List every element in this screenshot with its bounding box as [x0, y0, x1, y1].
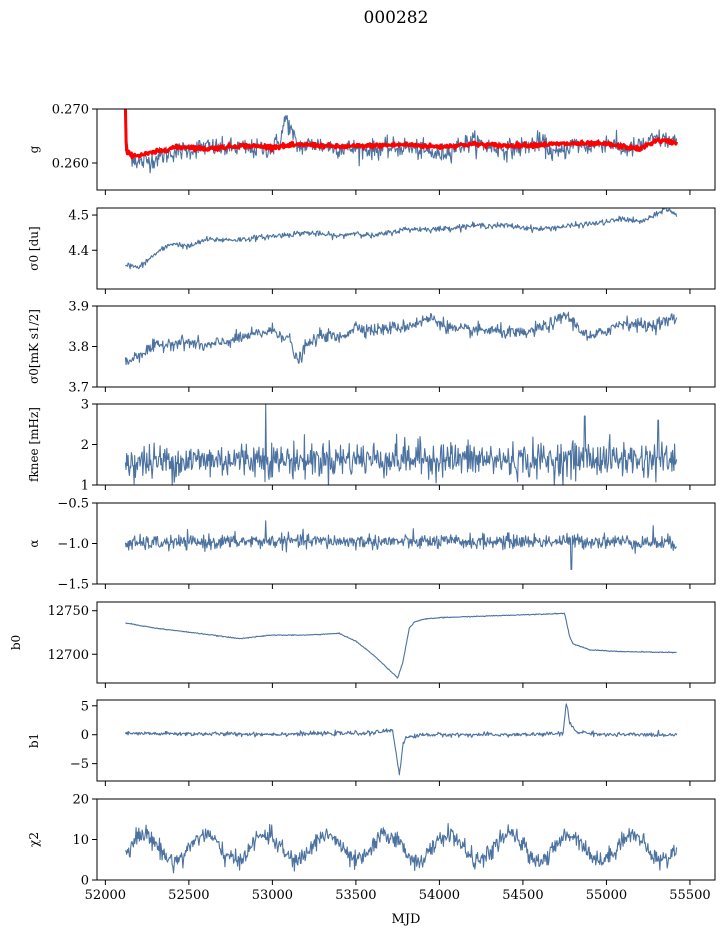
ylabel-b0: b0	[9, 635, 23, 650]
series-line-fknee-0	[124, 404, 678, 485]
xtick-label-2: 53000	[252, 888, 293, 903]
ylabel-chi2: χ2	[27, 832, 41, 847]
panel-sigma0_du: 4.4 4.5 σ0 [du]	[27, 207, 716, 294]
panel-chi2: 0 10 20 χ2 52000 52500 53000 53500 54000 54500 550…	[27, 793, 716, 903]
panel-b0: 12700 12750 b0	[9, 601, 716, 688]
panel-fknee: 1 2 3 fknee [mHz]	[27, 398, 716, 494]
xtick-label-1: 52500	[168, 888, 209, 903]
ylabel-alpha: α	[27, 539, 41, 547]
ytick-label-b1-0: −5	[70, 757, 89, 772]
ytick-label-chi2-2: 20	[72, 793, 89, 808]
ytick-label-sigma0_du-0: 4.4	[68, 244, 89, 259]
figure-title: 000282	[364, 8, 429, 28]
ytick-label-g-1: 0.270	[52, 103, 89, 118]
ytick-label-chi2-0: 0	[81, 874, 89, 889]
ytick-label-sigma0_mk-1: 3.8	[68, 340, 89, 355]
xtick-label-6: 55000	[586, 888, 627, 903]
ytick-label-sigma0_du-1: 4.5	[68, 209, 89, 224]
series-line-sigma0_mk-0	[124, 311, 678, 366]
frame-b1	[96, 699, 716, 782]
ytick-label-b0-1: 12750	[48, 604, 89, 619]
panel-alpha: −1.5 −1.0 −0.5 α	[27, 497, 716, 593]
xtick-label-4: 54000	[419, 888, 460, 903]
frame-b0	[96, 601, 716, 684]
series-line-g-1	[123, 109, 679, 160]
ytick-label-alpha-0: −1.5	[57, 578, 89, 593]
ylabel-g: g	[27, 145, 41, 153]
ytick-label-b1-1: 0	[81, 728, 89, 743]
ytick-label-sigma0_mk-2: 3.9	[68, 300, 89, 315]
x-axis-label: MJD	[392, 912, 421, 927]
series-line-b1-0	[124, 703, 678, 776]
xtick-label-5: 54500	[502, 888, 543, 903]
ytick-label-b1-2: 5	[81, 699, 89, 714]
ylabel-sigma0_mk: σ0[mK s1/2]	[27, 309, 41, 384]
ytick-label-g-0: 0.260	[52, 157, 89, 172]
ytick-label-b0-0: 12700	[48, 648, 89, 663]
ytick-label-fknee-2: 3	[81, 398, 89, 413]
panels-group: 0.260 0.270 g 4.4 4.5 σ0 [du] 3.7 3.8 3.9 σ0[mK s…	[9, 103, 716, 903]
series-line-b0-0	[125, 612, 677, 679]
ytick-label-alpha-2: −0.5	[57, 497, 89, 512]
ytick-label-chi2-1: 10	[72, 833, 89, 848]
ylabel-fknee: fknee [mHz]	[27, 407, 41, 482]
ytick-label-fknee-0: 1	[81, 479, 89, 494]
ytick-label-alpha-1: −1.0	[57, 537, 89, 552]
ylabel-b1: b1	[27, 733, 41, 748]
frame-g	[96, 108, 716, 191]
ytick-label-fknee-1: 2	[81, 438, 89, 453]
xtick-label-0: 52000	[85, 888, 126, 903]
ytick-label-sigma0_mk-0: 3.7	[68, 381, 89, 396]
panel-g: 0.260 0.270 g	[27, 103, 716, 195]
series-line-alpha-0	[124, 520, 678, 570]
panel-sigma0_mk: 3.7 3.8 3.9 σ0[mK s1/2]	[27, 300, 716, 396]
xtick-label-3: 53500	[335, 888, 376, 903]
series-line-sigma0_du-0	[125, 208, 678, 270]
ylabel-sigma0_du: σ0 [du]	[27, 226, 41, 270]
frame-sigma0_du	[96, 207, 716, 290]
xtick-label-7: 55500	[669, 888, 710, 903]
series-line-chi2-0	[124, 823, 678, 874]
panel-b1: −5 0 5 b1	[27, 699, 716, 786]
